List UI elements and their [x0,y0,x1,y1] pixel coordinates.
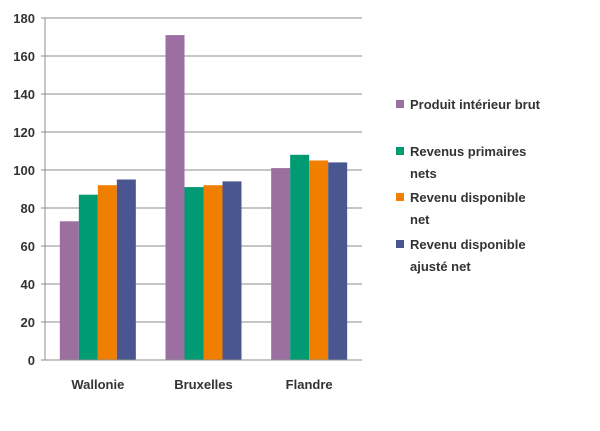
bar [222,181,242,360]
y-tick-label: 0 [28,353,35,368]
legend-swatch [396,240,404,248]
legend-label: Revenu disponible net [410,190,526,227]
legend-swatch [396,147,404,155]
bar [116,179,136,360]
bar [271,168,291,360]
x-category-label: Wallonie [71,377,124,392]
bar [290,154,310,360]
legend-swatch [396,100,404,108]
x-axis-categories: Wallonie Bruxelles Flandre [71,377,332,392]
legend-label: Revenu disponible ajusté net [410,237,526,274]
legend-label: Revenus primaires nets [410,144,526,181]
legend-swatch [396,193,404,201]
bar [203,185,223,360]
legend: Produit intérieur brut Revenus primaires n… [396,97,541,274]
y-tick-label: 140 [13,87,35,102]
y-tick-label: 20 [21,315,35,330]
bar [59,221,79,360]
bar [309,160,329,360]
bar [165,35,185,360]
y-tick-label: 80 [21,201,35,216]
y-tick-label: 160 [13,49,35,64]
y-tick-label: 40 [21,277,35,292]
y-tick-label: 120 [13,125,35,140]
bar [184,187,204,360]
legend-label: Produit intérieur brut [410,97,541,112]
y-tick-label: 180 [13,11,35,26]
bar [97,185,117,360]
y-tick-label: 60 [21,239,35,254]
axes [44,18,362,361]
bar [328,162,348,360]
x-category-label: Flandre [286,377,333,392]
y-tick-label: 100 [13,163,35,178]
bar [78,194,98,360]
y-axis-ticks: 0 20 40 60 80 100 120 140 160 180 [13,11,35,368]
bars [59,35,348,360]
x-category-label: Bruxelles [174,377,233,392]
